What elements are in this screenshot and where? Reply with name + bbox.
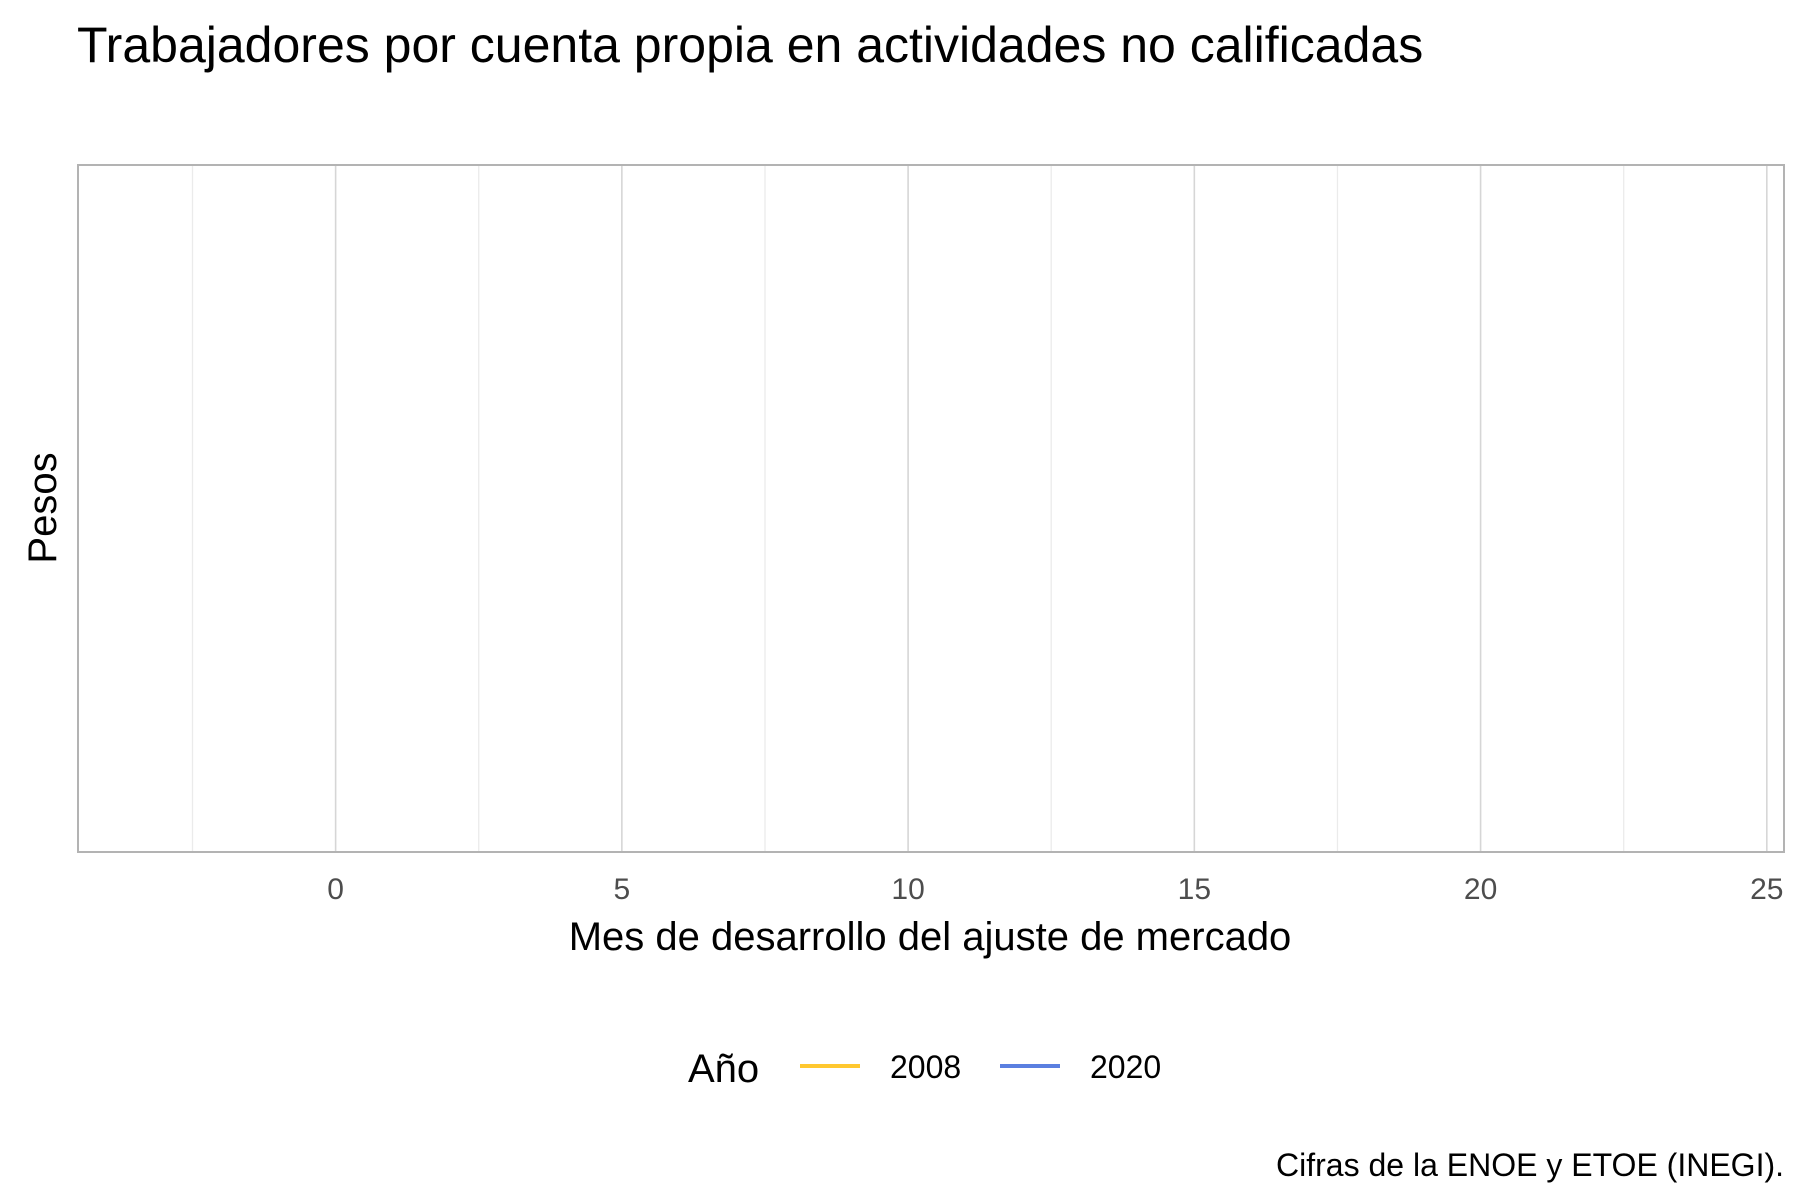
legend-items: 2008 2020 — [800, 1049, 1161, 1085]
x-tick-label: 15 — [1178, 873, 1211, 906]
major-grid — [334, 165, 1768, 852]
minor-grid — [191, 165, 1625, 852]
x-tick-label: 5 — [614, 873, 631, 906]
plot-background — [78, 165, 1784, 852]
x-tick-label: 10 — [891, 873, 924, 906]
legend-title: Año — [688, 1047, 759, 1091]
x-axis-title: Mes de desarrollo del ajuste de mercado — [569, 915, 1292, 959]
legend-label-2020: 2020 — [1090, 1049, 1161, 1085]
x-tick-label: 20 — [1464, 873, 1497, 906]
chart-caption: Cifras de la ENOE y ETOE (INEGI). — [1276, 1147, 1784, 1183]
y-axis-title: Pesos — [21, 452, 65, 563]
legend: Año 2008 2020 — [688, 1047, 1161, 1091]
x-tick-label: 25 — [1750, 873, 1783, 906]
plot-border — [77, 164, 1785, 853]
chart-title: Trabajadores por cuenta propia en activi… — [77, 17, 1423, 73]
x-axis-tick-labels: 0 5 10 15 20 25 — [327, 873, 1783, 906]
x-tick-label: 0 — [327, 873, 344, 906]
legend-label-2008: 2008 — [890, 1049, 961, 1085]
